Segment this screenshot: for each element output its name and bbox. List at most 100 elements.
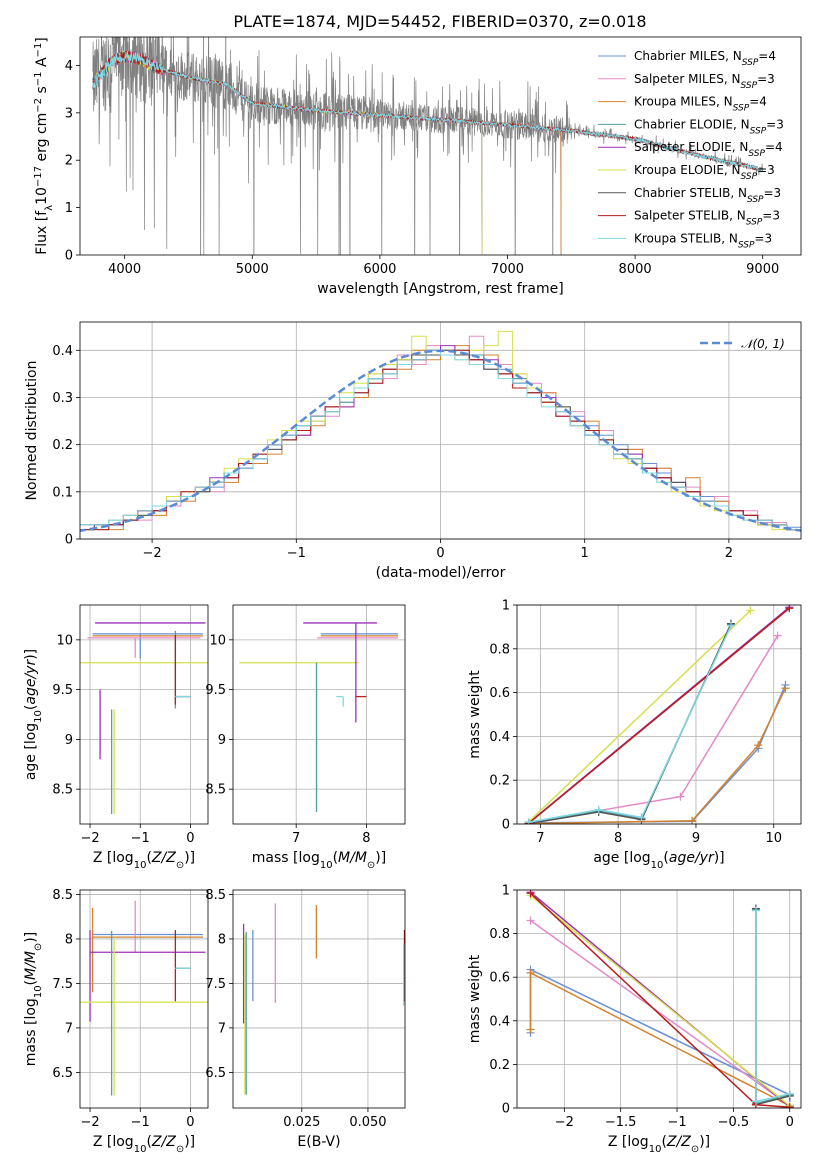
series-marker	[526, 916, 535, 925]
label-part: Z [log	[93, 1134, 134, 1150]
series-marker	[726, 621, 735, 630]
y-tick-label: 8.5	[205, 888, 226, 903]
legend-count: =3	[762, 209, 780, 223]
label-part: )]	[23, 649, 39, 660]
y-tick-label: 6.5	[205, 1066, 226, 1081]
panel-residuals: −2 −1 0 1 2 0 0.1 0.2 0.3 0.4 𝒩(0, 1) (data-model)/…	[24, 321, 802, 581]
legend-text: Salpeter ELODIE, N	[634, 140, 748, 154]
y-tick-label: 0.2	[489, 1058, 510, 1073]
grid	[233, 890, 405, 1108]
label-part: ]	[34, 37, 50, 42]
legend-sub: SSP	[747, 195, 764, 205]
grid	[80, 890, 208, 1108]
series-line	[755, 908, 790, 1106]
legend-count: =3	[764, 186, 782, 200]
label-part: mass weight	[467, 670, 483, 759]
y-tick-label: 0	[502, 818, 510, 833]
label-part: 10	[649, 1144, 662, 1155]
label-part: )]	[184, 1134, 195, 1150]
y-tick-label: 0.6	[489, 686, 510, 701]
x-tick-label: 1	[581, 546, 589, 561]
x-tick-label: −1	[287, 546, 306, 561]
legend-text: Kroupa STELIB, N	[634, 231, 738, 245]
legend-label: Kroupa STELIB, NSSP=3	[634, 231, 772, 250]
label-part: ⊙	[176, 860, 184, 871]
x-tick-label: 0	[186, 831, 194, 846]
series-line	[528, 607, 790, 824]
legend-text: Chabrier MILES, N	[634, 49, 742, 63]
x-tick-label: −2	[143, 546, 162, 561]
x-axis-label: (data-model)/error	[376, 565, 506, 581]
legend-label: Kroupa ELODIE, NSSP=3	[634, 163, 775, 182]
x-tick-label: 2	[725, 546, 733, 561]
y-tick-label: 8	[65, 932, 73, 947]
axes-frame	[79, 36, 802, 256]
errorbar-kroupa-stelib	[336, 695, 344, 707]
panel-mass-vs-EBV: 0.025 0.050 6.5 7 7.5 8 8.5 E(B-V)	[205, 888, 406, 1150]
label-part: 10	[651, 860, 664, 871]
legend-sub: SSP	[750, 126, 767, 136]
y-tick-label: 0.4	[52, 344, 73, 359]
series-marker	[785, 1103, 794, 1108]
label-part: (	[663, 850, 668, 866]
plot-area	[80, 330, 801, 532]
label-part: age/yr	[669, 850, 715, 866]
label-part: (	[23, 705, 39, 710]
label-part: −2	[33, 98, 44, 113]
series-salpeter-stelib	[524, 605, 794, 824]
legend-text: Kroupa ELODIE, N	[634, 163, 741, 177]
panel-spectrum: 4000 5000 6000 7000 8000 9000 0 1 2 3 4 wavelength …	[33, 36, 802, 297]
legend-text: Chabrier ELODIE, N	[634, 117, 750, 131]
label-part: Z/Z	[151, 1134, 176, 1150]
x-tick-label: 8000	[619, 262, 652, 277]
label-part: (	[146, 850, 151, 866]
y-tick-label: 4	[65, 59, 73, 74]
legend-label: Salpeter MILES, NSSP=3	[634, 72, 775, 91]
label-part: s	[34, 86, 50, 98]
x-tick-label: −2	[555, 1115, 574, 1130]
series-salpeter-miles	[524, 631, 782, 824]
series-line	[528, 684, 787, 824]
axes-frame	[516, 604, 802, 825]
label-part: mass weight	[467, 954, 483, 1043]
x-tick-label: 8	[362, 831, 370, 846]
label-part: ⊙	[367, 860, 375, 871]
legend-sub: SSP	[742, 58, 759, 68]
errorbar-salpeter-elodie	[303, 622, 377, 723]
y-tick-label: 8	[218, 932, 226, 947]
x-axis-label: Z [log10(Z/Z⊙)]	[93, 1134, 195, 1155]
series-kroupa-elodie	[526, 891, 794, 1108]
y-tick-label: 0.8	[489, 642, 510, 657]
grid	[233, 605, 405, 824]
legend-count: =3	[757, 72, 775, 86]
label-part: age [log	[23, 723, 39, 780]
label-part: Z/Z	[666, 1134, 691, 1150]
legend-count: =3	[766, 117, 784, 131]
legend-count: =3	[754, 231, 772, 245]
x-tick-label: 0	[186, 1115, 194, 1130]
label-part: Z [log	[93, 850, 134, 866]
y-tick-label: 3	[65, 106, 73, 121]
series-kroupa-miles	[524, 684, 790, 824]
y-tick-label: 0.8	[489, 927, 510, 942]
legend-label: Chabrier MILES, NSSP=4	[634, 49, 776, 68]
panels: 4000 5000 6000 7000 8000 900001234wavelength …	[23, 36, 802, 1155]
series-marker	[751, 906, 760, 915]
x-tick-label: 0.025	[283, 1115, 320, 1130]
series-marker	[785, 605, 794, 613]
label-part: 10	[34, 187, 50, 205]
y-tick-label: 8.5	[205, 783, 226, 798]
x-tick-label: −1	[131, 831, 150, 846]
y-tick-label: 10	[209, 633, 226, 648]
y-axis-label: mass [log10(M/M⊙)]	[23, 932, 44, 1066]
x-tick-label: −1.5	[605, 1115, 637, 1130]
label-part: (	[146, 1134, 151, 1150]
legend-label: Salpeter ELODIE, NSSP=4	[634, 140, 783, 159]
axes-frame	[79, 321, 802, 540]
label-part: Z [log	[608, 1134, 649, 1150]
series-line	[755, 909, 790, 1105]
plot-area	[80, 622, 208, 815]
legend-text: Kroupa MILES, N	[634, 95, 733, 109]
axes-frame	[232, 889, 406, 1109]
